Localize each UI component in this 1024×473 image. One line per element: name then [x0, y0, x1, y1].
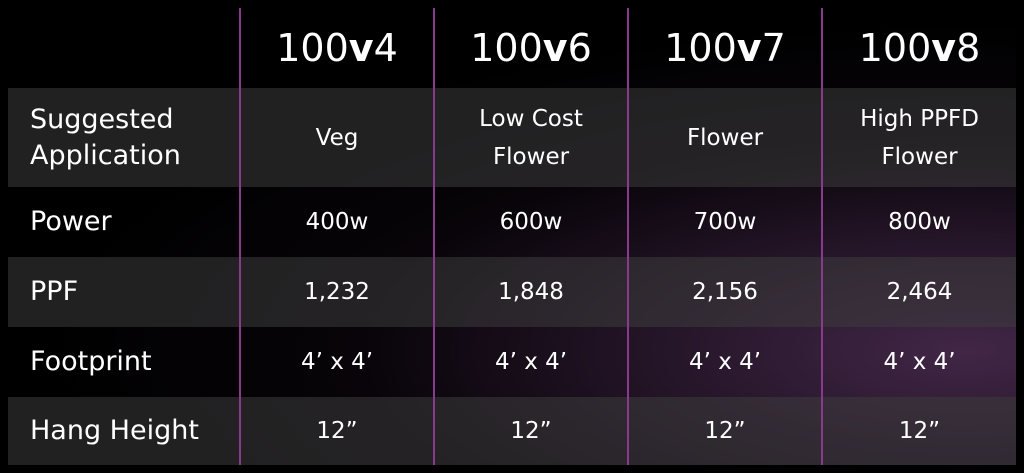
spec-table-frame: 100v4 100v6 100v7 100v8 Suggested Applicati…	[8, 8, 1016, 465]
spec-value: 4’ x 4’	[821, 327, 1016, 397]
spec-value: 2,464	[821, 257, 1016, 327]
spec-value: 4’ x 4’	[433, 327, 628, 397]
spec-value: Low Cost Flower	[433, 88, 628, 187]
model-header: 100v7	[627, 8, 822, 88]
spec-value: High PPFD Flower	[821, 88, 1016, 187]
row-label: Footprint	[30, 346, 152, 377]
row-label: Power	[30, 206, 112, 237]
spec-value: 12”	[239, 397, 434, 465]
row-label: PPF	[8, 257, 240, 327]
model-header: 100v4	[239, 8, 434, 88]
model-header: 100v6	[433, 8, 628, 88]
spec-row: Hang Height 12” 12” 12” 12”	[8, 397, 1016, 465]
spec-value: 400w	[239, 187, 434, 257]
model-header: 100v8	[821, 8, 1016, 88]
spec-value: 600w	[433, 187, 628, 257]
spec-value: 1,232	[239, 257, 434, 327]
spec-row: Power 400w 600w 700w 800w	[8, 187, 1016, 257]
spec-value: 700w	[627, 187, 822, 257]
spec-row: Suggested Application Veg Low Cost Flower F…	[8, 88, 1016, 187]
row-label: Suggested Application	[8, 88, 240, 187]
spec-value: 2,156	[627, 257, 822, 327]
spec-value: 12”	[627, 397, 822, 465]
corner-cell	[8, 8, 240, 88]
header-row: 100v4 100v6 100v7 100v8	[8, 8, 1016, 88]
spec-value: 800w	[821, 187, 1016, 257]
spec-table: 100v4 100v6 100v7 100v8 Suggested Applicati…	[8, 8, 1016, 465]
spec-value: 12”	[433, 397, 628, 465]
spec-value: 4’ x 4’	[627, 327, 822, 397]
spec-value: 12”	[821, 397, 1016, 465]
spec-value: Veg	[239, 88, 434, 187]
spec-value: 1,848	[433, 257, 628, 327]
spec-value: 4’ x 4’	[239, 327, 434, 397]
row-label: Hang Height	[8, 397, 240, 465]
spec-value: Flower	[627, 88, 822, 187]
spec-row: Footprint 4’ x 4’ 4’ x 4’ 4’ x 4’ 4’ x 4’	[8, 327, 1016, 397]
spec-row: PPF 1,232 1,848 2,156 2,464	[8, 257, 1016, 327]
